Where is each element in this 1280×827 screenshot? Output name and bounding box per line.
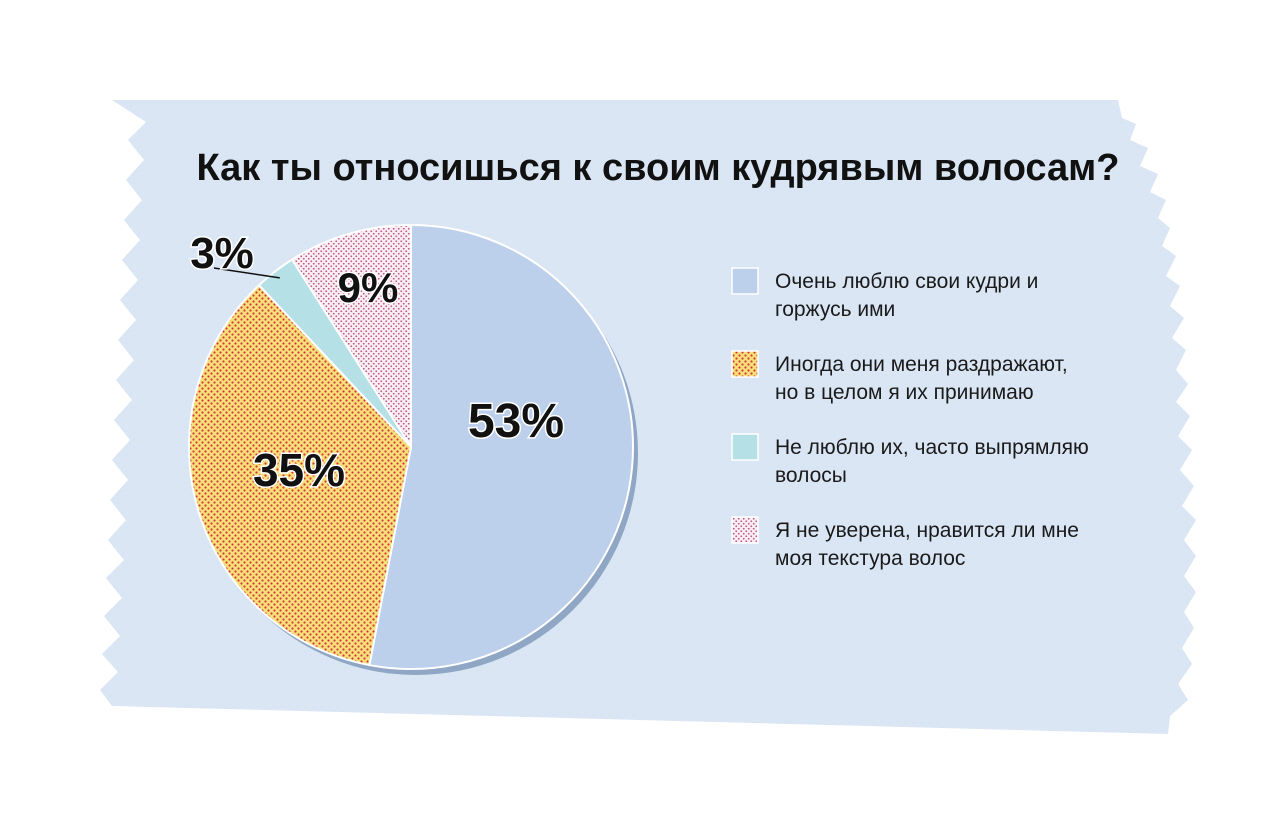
pie-slice-1 — [368, 223, 634, 670]
legend-label-1: Очень люблю свои кудри и горжусь ими — [775, 270, 1038, 321]
legend-swatch-2 — [731, 350, 759, 378]
legend-label-2: Иногда они меня раздражают, но в целом я … — [775, 353, 1068, 404]
slice-label-2: 35% — [253, 444, 345, 496]
slice-label-1: 53% — [468, 395, 564, 448]
legend-label-3: Не люблю их, часто выпрямляю волосы — [775, 436, 1089, 487]
legend-label-4: Я не уверена, нравится ли мне моя текстур… — [775, 519, 1079, 570]
pie-slice-2 — [188, 283, 413, 667]
legend-swatch-3 — [731, 433, 759, 461]
slice-label-3: 3% — [190, 229, 254, 278]
chart-title: Как ты относишься к своим кудрявым волос… — [197, 147, 1120, 189]
legend-swatch-4 — [731, 516, 759, 544]
slice-leader-line-3 — [213, 267, 280, 279]
legend: Очень люблю свои кудри и горжусь ими Иногд… — [731, 267, 1089, 570]
pie-chart: 53% 35% 3% 9% — [188, 223, 638, 675]
pie-slice-4 — [290, 223, 412, 451]
legend-swatch-1 — [731, 267, 759, 295]
slice-label-4: 9% — [338, 264, 399, 311]
